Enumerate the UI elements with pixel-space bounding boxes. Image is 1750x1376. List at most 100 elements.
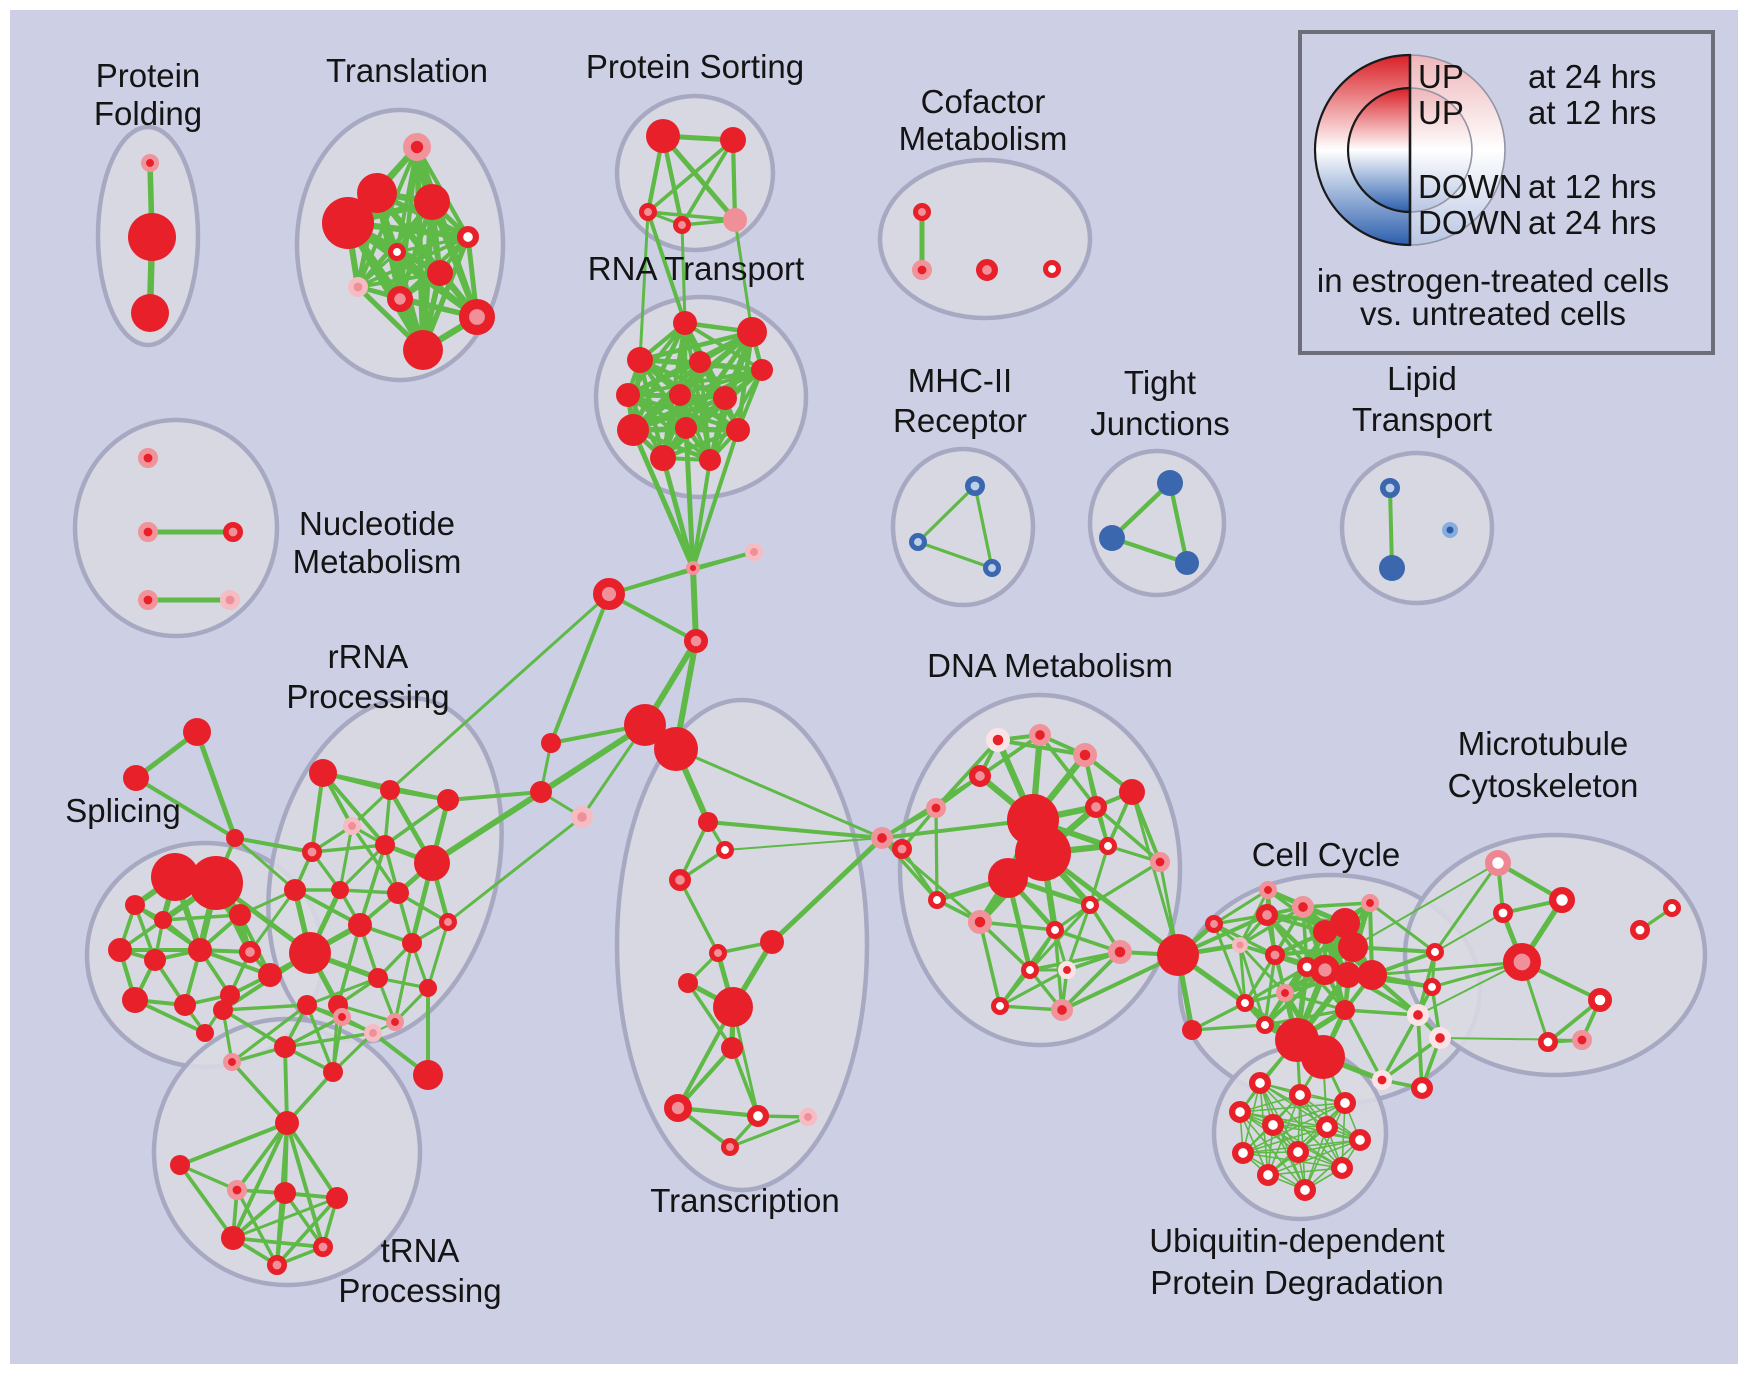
cluster-label-protein_folding-0: Protein <box>96 57 201 94</box>
node-k22 <box>1406 1004 1429 1027</box>
node-d16 <box>1050 999 1073 1022</box>
edge <box>1028 950 1122 972</box>
edge <box>1130 790 1180 957</box>
node-d5 <box>988 858 1028 898</box>
node-d11 <box>1150 851 1171 872</box>
node-mt3 <box>1502 943 1541 982</box>
node-r10 <box>348 913 372 937</box>
edge <box>426 920 450 990</box>
edge <box>1439 1037 1583 1041</box>
node-ub9 <box>1330 1156 1353 1179</box>
legend-inner-ring-left <box>1346 86 1412 214</box>
edge <box>998 968 1069 1008</box>
node-lc2 <box>226 829 244 847</box>
node-r11 <box>289 932 331 974</box>
node-r9 <box>387 882 409 904</box>
node-rn0 <box>673 311 697 335</box>
node-h0 <box>227 1180 248 1201</box>
legend-row-label-0: UP <box>1418 58 1464 95</box>
node-ps3 <box>673 216 692 235</box>
cluster-label-cofactor-0: Cofactor <box>921 83 1046 120</box>
cluster-ellipse-cofactor <box>877 157 1093 321</box>
edge <box>1388 486 1394 570</box>
node-x3 <box>683 628 708 653</box>
edge <box>1301 901 1372 909</box>
cluster-label-rrna-0: rRNA <box>328 638 409 675</box>
node-t8 <box>747 1104 770 1127</box>
node-k19 <box>1361 894 1380 913</box>
node-r8 <box>331 881 349 899</box>
node-c6 <box>541 733 561 753</box>
node-r5 <box>375 835 395 855</box>
node-k11 <box>1236 994 1255 1013</box>
edge <box>1028 903 1092 972</box>
edge <box>420 234 471 353</box>
cluster-label-cofactor-1: Metabolism <box>899 120 1068 157</box>
node-k8 <box>1357 960 1387 990</box>
node-k7 <box>1335 962 1361 988</box>
node-k4 <box>1313 920 1337 944</box>
edge <box>1088 844 1110 907</box>
node-rn1 <box>737 317 767 347</box>
node-k15 <box>1301 1035 1345 1079</box>
edge <box>428 198 481 321</box>
node-t1 <box>669 869 692 892</box>
node-u2 <box>274 1036 296 1058</box>
node-tj1 <box>1099 525 1125 551</box>
node-rn9 <box>675 417 697 439</box>
node-ub1 <box>1288 1083 1311 1106</box>
edge <box>1368 901 1437 954</box>
edge <box>900 847 939 902</box>
nodes <box>108 119 1682 1276</box>
edge <box>680 223 687 325</box>
cluster-label-cell_cycle-0: Cell Cycle <box>1252 836 1401 873</box>
cluster-ellipse-transcription <box>614 697 870 1193</box>
node-tr9 <box>459 299 496 336</box>
node-r2 <box>437 789 459 811</box>
edge <box>1343 1008 1384 1082</box>
node-t9 <box>799 1108 818 1127</box>
node-k25 <box>1428 1026 1451 1049</box>
node-r0 <box>309 759 337 787</box>
edge <box>730 137 738 223</box>
cluster-ellipse-lipid <box>1339 450 1495 606</box>
node-k12 <box>1256 1016 1275 1035</box>
edge <box>446 790 543 802</box>
node-r4 <box>301 841 322 862</box>
node-hub1 <box>624 704 666 746</box>
edge <box>285 1121 325 1249</box>
edge <box>1060 953 1180 1012</box>
node-rn6 <box>669 384 691 406</box>
cluster-label-protein_sorting-0: Protein Sorting <box>586 48 804 85</box>
node-d10 <box>1099 837 1118 856</box>
edge <box>231 1121 289 1240</box>
node-mt0 <box>1485 850 1512 877</box>
node-cf0 <box>913 203 932 222</box>
node-ub10 <box>1256 1163 1279 1186</box>
cluster-label-trna-0: tRNA <box>381 1232 460 1269</box>
edge <box>221 1003 309 1012</box>
node-lc1 <box>123 765 149 791</box>
edge <box>728 1115 810 1149</box>
cluster-label-rrna-1: Processing <box>286 678 449 715</box>
edge <box>674 747 884 840</box>
edge <box>233 836 297 892</box>
legend-row-time-2: at 12 hrs <box>1528 168 1656 205</box>
edge <box>231 1196 339 1240</box>
legend-row-label-1: UP <box>1418 94 1464 131</box>
node-d15 <box>991 997 1010 1016</box>
node-m2 <box>983 559 1002 578</box>
node-h1 <box>274 1182 296 1204</box>
node-r1 <box>380 780 400 800</box>
edge <box>1065 903 1092 972</box>
node-s9 <box>122 987 148 1013</box>
node-ub0 <box>1248 1071 1271 1094</box>
node-k23 <box>1426 943 1445 962</box>
node-th <box>275 1111 299 1135</box>
node-k13 <box>1297 956 1318 977</box>
edge <box>1239 1111 1306 1191</box>
node-ub4 <box>1261 1113 1284 1136</box>
node-tr0 <box>403 132 432 161</box>
node-ub7 <box>1231 1141 1254 1164</box>
